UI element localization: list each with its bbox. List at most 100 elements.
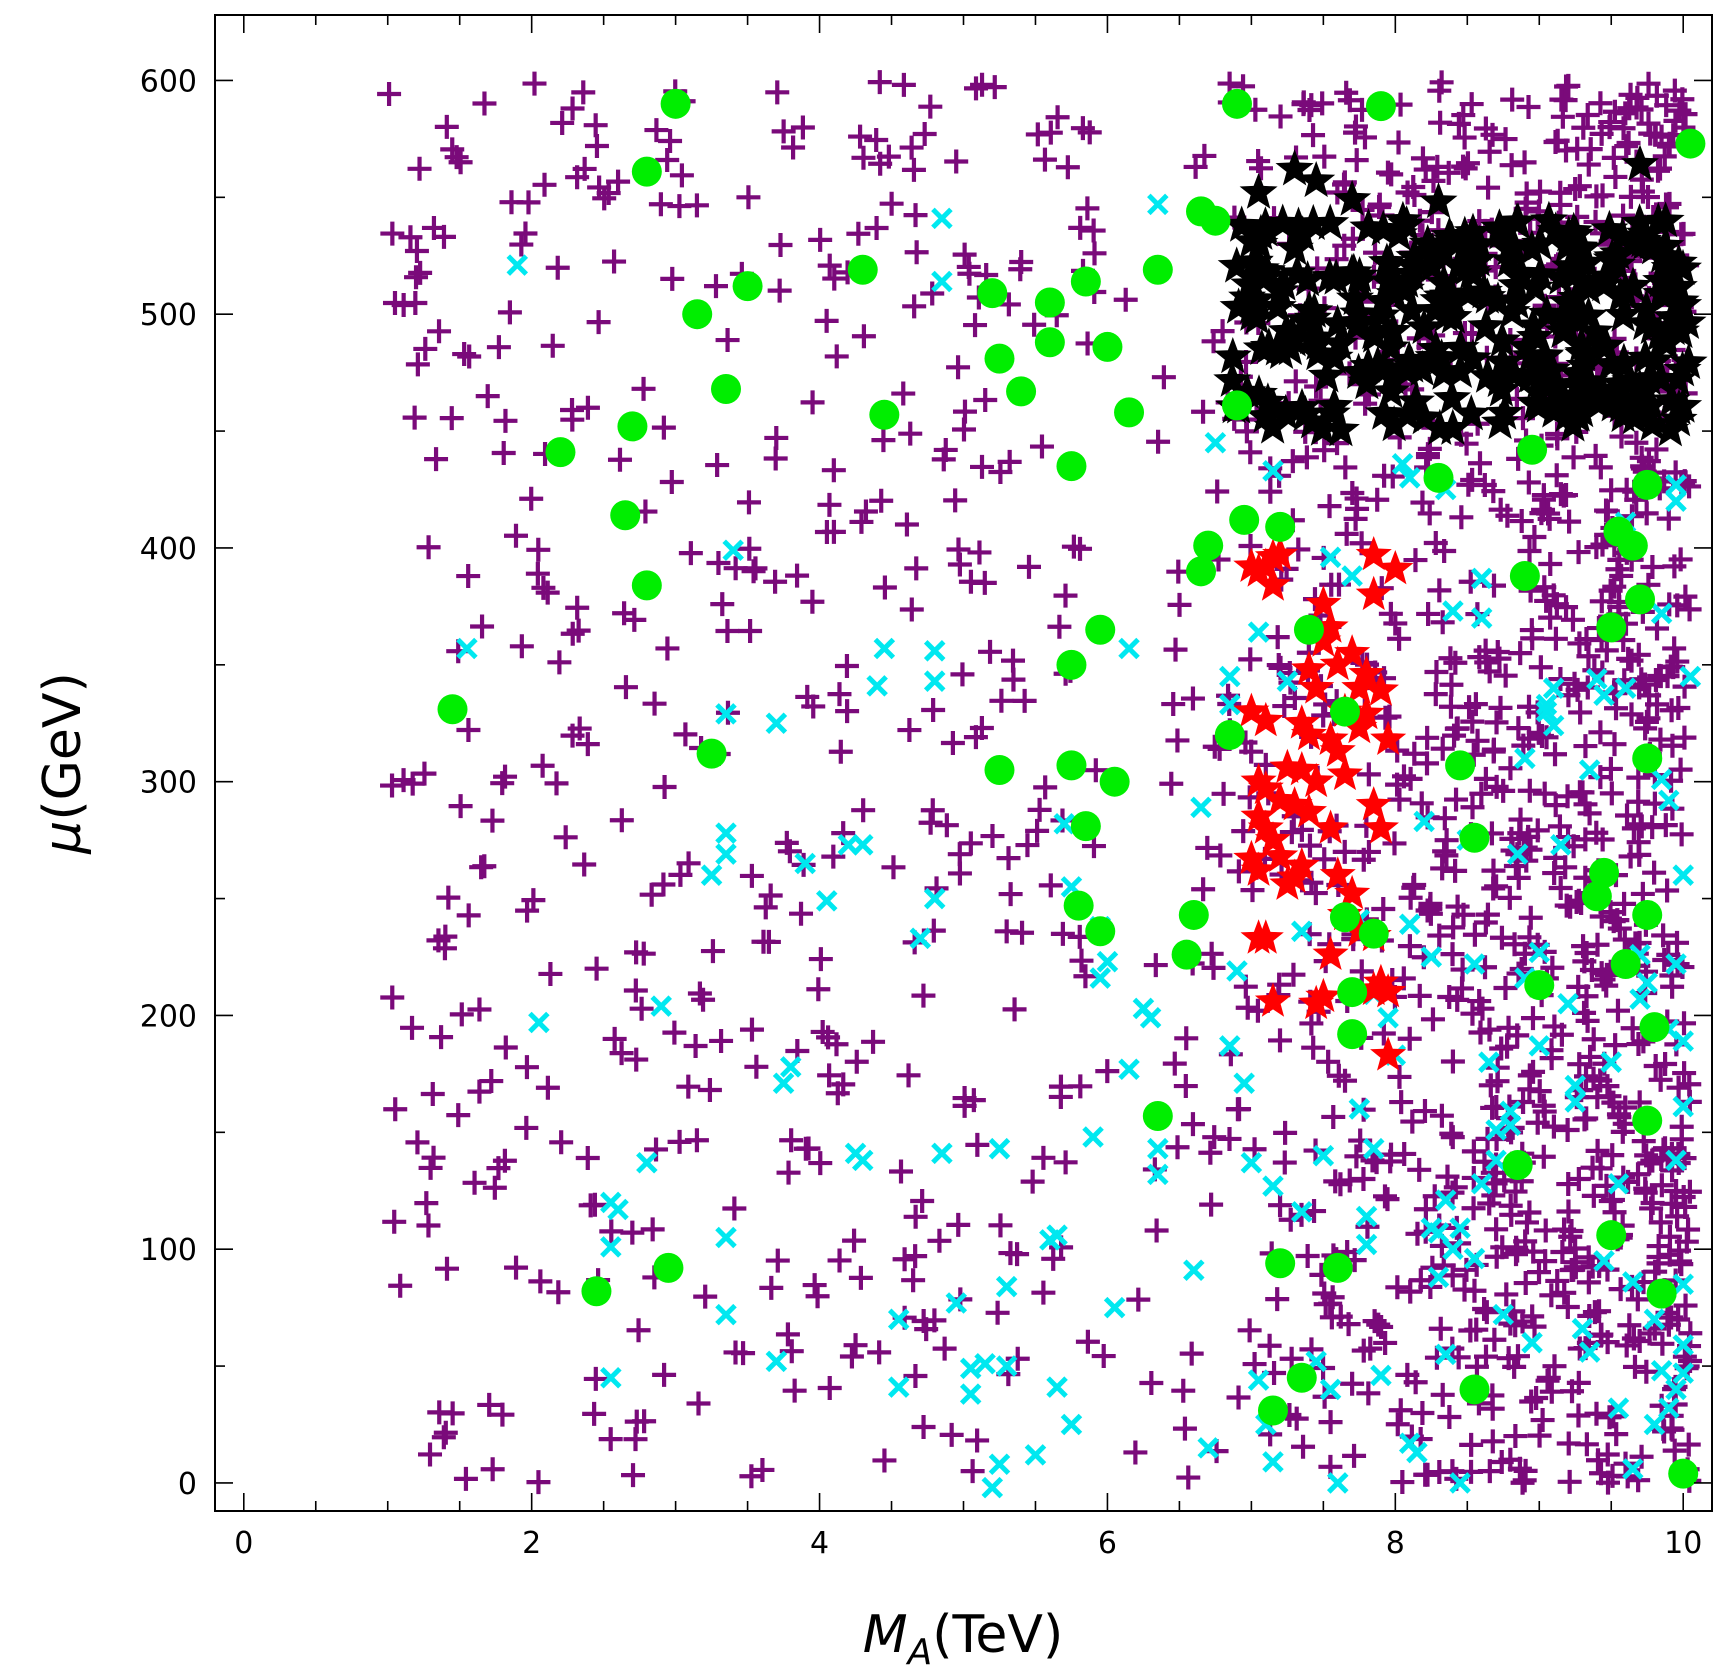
background-point (1478, 1073, 1503, 1098)
background-point (599, 1219, 624, 1244)
cyan-point (931, 270, 953, 293)
green-point (1517, 434, 1548, 465)
background-point (1585, 1448, 1610, 1473)
background-point (871, 428, 896, 453)
background-point (504, 1255, 529, 1280)
background-point (1554, 595, 1579, 620)
cyan-point (931, 1142, 953, 1165)
background-point (522, 71, 547, 96)
background-point (1020, 1169, 1045, 1194)
background-point (1025, 818, 1050, 843)
cyan-point (1319, 1378, 1342, 1401)
black-star-point (1668, 302, 1707, 339)
background-point (1167, 592, 1192, 617)
black-star-point (1659, 267, 1698, 304)
background-point (439, 406, 464, 431)
background-point (1171, 1378, 1196, 1403)
black-star-point (1569, 296, 1608, 333)
black-star-point (1349, 207, 1388, 245)
black-star-point (1498, 283, 1537, 320)
background-point (1418, 895, 1443, 920)
cyan-point (1492, 1303, 1515, 1326)
background-point (1163, 637, 1188, 662)
background-point (1265, 1287, 1290, 1312)
black-star-point (1554, 211, 1593, 248)
background-point (1613, 101, 1638, 126)
background-point (408, 260, 433, 285)
background-point (535, 580, 560, 605)
background-point (1480, 1429, 1505, 1454)
background-point (901, 1268, 926, 1293)
black-star-point (1483, 321, 1522, 358)
background-point (1643, 1053, 1668, 1078)
background-point (1484, 1244, 1509, 1269)
background-point (1648, 1067, 1673, 1092)
background-point (626, 1318, 651, 1343)
background-point (781, 135, 806, 160)
background-point (1365, 487, 1390, 512)
background-point (1488, 695, 1513, 720)
background-point (918, 94, 943, 119)
background-point (1566, 1403, 1591, 1428)
green-point (1524, 970, 1555, 1001)
black-star-point (1453, 338, 1492, 376)
background-point (1494, 1282, 1519, 1307)
cyan-point (1370, 1364, 1392, 1387)
black-star-point (1278, 254, 1317, 291)
background-point (1126, 1287, 1151, 1312)
background-point (493, 764, 518, 789)
black-star-point (1240, 374, 1278, 411)
background-point (1532, 1099, 1557, 1124)
black-star-point (1232, 294, 1271, 331)
black-star-point (1519, 372, 1558, 409)
background-point (1617, 1313, 1642, 1338)
background-point (903, 1244, 928, 1269)
background-point (821, 458, 846, 483)
background-point (526, 1470, 551, 1495)
x-axis-title: MA(TeV) (863, 1605, 1064, 1673)
background-point (1268, 1193, 1293, 1218)
background-point (879, 191, 904, 216)
x-tick-label: 4 (810, 1526, 829, 1561)
background-point (1493, 663, 1518, 688)
red-star-point (1298, 762, 1335, 798)
background-point (1522, 1314, 1547, 1339)
background-point (1333, 455, 1358, 480)
cyan-point (1398, 913, 1421, 936)
background-point (846, 221, 871, 246)
background-point (1517, 778, 1542, 803)
background-point (899, 597, 924, 622)
x-tick-label: 6 (1098, 1526, 1117, 1561)
background-point (738, 618, 763, 643)
background-point (1283, 369, 1308, 394)
background-point (753, 895, 778, 920)
background-point (705, 453, 730, 478)
background-point (435, 1256, 460, 1281)
background-point (1407, 983, 1432, 1008)
background-point (1047, 614, 1072, 639)
cyan-point (1622, 1458, 1644, 1480)
red-star-point (1240, 797, 1277, 833)
cyan-point (1528, 941, 1551, 964)
background-point (1173, 1074, 1198, 1099)
points-layer (377, 70, 1708, 1499)
green-point (1646, 1278, 1677, 1309)
background-point (1465, 728, 1490, 753)
cyan-point (1226, 960, 1248, 982)
background-point (427, 319, 452, 344)
background-point (1603, 1033, 1628, 1058)
cyan-point (607, 1198, 629, 1221)
cyan-point (700, 864, 723, 886)
background-point (1440, 942, 1465, 967)
cyan-point (1593, 684, 1615, 706)
green-point (732, 271, 763, 302)
background-point (1531, 1144, 1556, 1169)
background-point (1672, 1061, 1697, 1086)
black-star-point (1559, 367, 1598, 404)
background-point (967, 540, 992, 565)
black-star-point (1217, 246, 1256, 283)
background-point (452, 342, 477, 367)
background-point (848, 1265, 873, 1290)
background-point (996, 846, 1021, 871)
background-point (383, 1097, 408, 1122)
